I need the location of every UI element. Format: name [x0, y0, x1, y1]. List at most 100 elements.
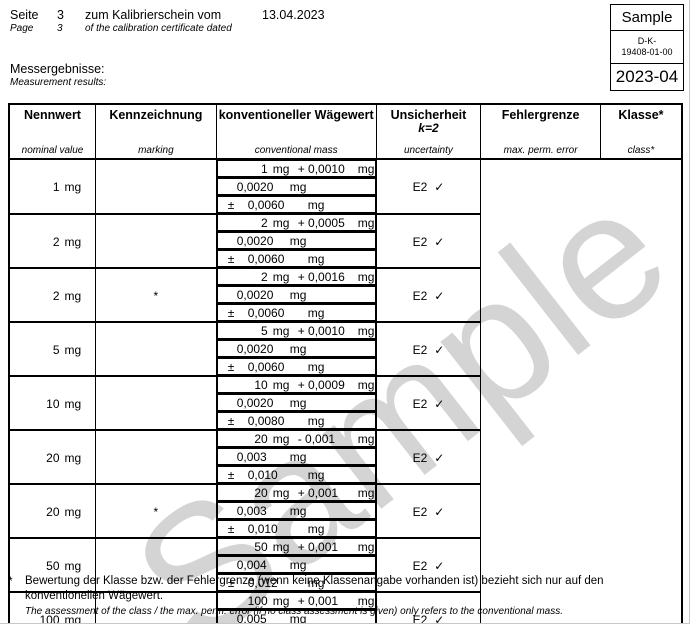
- mass-nominal-number: 20: [254, 486, 268, 500]
- section-title-en: Measurement results:: [10, 77, 107, 88]
- mass-deviation-unit: mg: [357, 162, 375, 176]
- nominal-number: 1: [52, 180, 60, 194]
- table-row: 5 mg 5 mg + 0,0010 mg 0,0020 mg ±0,0060 mg E2 ✓: [8, 321, 682, 377]
- table-row: 2 mg 2 mg + 0,0005 mg 0,0020 mg ±0,0060 mg E2 ✓: [8, 213, 682, 269]
- mass-nominal-unit: mg: [272, 486, 290, 500]
- conventional-mass-cell: 2 mg + 0,0005 mg: [216, 214, 376, 232]
- max-perm-error-cell: ±0,0080 mg: [216, 412, 376, 430]
- nominal-value-cell: 10 mg: [8, 375, 96, 431]
- uncertainty-cell: 0,0020 mg: [216, 178, 376, 196]
- mass-deviation-unit: mg: [357, 378, 375, 392]
- uncertainty-unit: mg: [289, 288, 307, 302]
- uncertainty-value: 0,0020: [236, 288, 274, 302]
- nominal-unit: mg: [64, 558, 82, 573]
- class-cell: E2 ✓: [375, 158, 482, 215]
- uncertainty-value: 0,003: [236, 450, 267, 464]
- max-perm-error-cell: ±0,0060 mg: [216, 196, 376, 214]
- uncertainty-value: 0,0020: [236, 396, 274, 410]
- max-perm-error-unit: mg: [307, 198, 325, 212]
- nominal-value-cell: 2 mg: [8, 267, 96, 323]
- nominal-number: 2: [52, 288, 60, 303]
- max-perm-error-cell: ±0,0060 mg: [216, 358, 376, 376]
- col-header-uncertainty-k2: k=2: [418, 121, 439, 135]
- class-cell: E2 ✓: [375, 429, 482, 485]
- mass-deviation-value: - 0,001: [297, 432, 336, 446]
- table-row: 50 mg 50 mg + 0,001 mg 0,004 mg ±0,012 mg E2 ✓: [8, 537, 682, 593]
- uncertainty-value: 0,003: [236, 504, 267, 518]
- max-perm-error-value: 0,0080: [247, 414, 285, 428]
- nominal-unit: mg: [64, 450, 82, 465]
- max-perm-error-unit: mg: [307, 468, 325, 482]
- nominal-number: 20: [46, 504, 60, 519]
- max-perm-error-value: 0,010: [247, 468, 278, 482]
- max-perm-error-cell: ±0,0060 mg: [216, 250, 376, 268]
- class-cell: E2 ✓: [375, 375, 482, 431]
- checkmark-icon: ✓: [434, 504, 445, 519]
- nominal-number: 50: [46, 558, 60, 573]
- footnote: * Bewertung der Klasse bzw. der Fehlergr…: [8, 574, 678, 618]
- mass-nominal-unit: mg: [272, 216, 290, 230]
- plus-minus-sign: ±: [227, 306, 235, 320]
- table-row: 2 mg * 2 mg + 0,0016 mg 0,0020 mg ±0,0060 mg E2 ✓: [8, 267, 682, 323]
- footnote-de: Bewertung der Klasse bzw. der Fehlergren…: [25, 575, 604, 602]
- col-header-marking-de: Kennzeichnung: [109, 108, 203, 122]
- mass-nominal-unit: mg: [272, 594, 290, 608]
- uncertainty-cell: 0,0020 mg: [216, 394, 376, 412]
- nominal-value-cell: 20 mg: [8, 429, 96, 485]
- class-label: E2: [412, 234, 428, 249]
- certificate-id-line2: 19408-01-00: [621, 47, 673, 57]
- max-perm-error-unit: mg: [307, 306, 325, 320]
- mass-nominal-number: 50: [254, 540, 268, 554]
- mass-deviation-value: + 0,0005: [297, 216, 345, 230]
- certificate-title-de: zum Kalibrierschein vom: [85, 8, 222, 22]
- col-header-uncertainty-en: uncertainty: [403, 145, 453, 156]
- page-label-en: Page: [10, 23, 34, 34]
- nominal-unit: mg: [64, 342, 82, 357]
- uncertainty-unit: mg: [289, 558, 307, 572]
- nominal-unit: mg: [64, 180, 82, 194]
- class-label: E2: [412, 450, 428, 465]
- mass-nominal-number: 100: [247, 594, 268, 608]
- max-perm-error-cell: ±0,0060 mg: [216, 304, 376, 322]
- checkmark-icon: ✓: [434, 234, 445, 249]
- table-header-row: Nennwert nominal value Kennzeichnung mar…: [8, 103, 683, 160]
- uncertainty-cell: 0,0020 mg: [216, 232, 376, 250]
- mass-nominal-number: 1: [261, 162, 268, 176]
- results-table-body: 1 mg 1 mg + 0,0010 mg 0,0020 mg ±0,0060 mg E2 ✓ 2 mg 2…: [8, 158, 682, 624]
- nominal-unit: mg: [64, 288, 82, 303]
- uncertainty-value: 0,0020: [236, 342, 274, 356]
- footnote-asterisk: *: [8, 574, 13, 588]
- marking-cell: [95, 213, 217, 269]
- mass-deviation-unit: mg: [357, 324, 375, 338]
- marking-cell: [95, 537, 217, 593]
- col-header-class-en: class*: [627, 145, 655, 156]
- max-perm-error-unit: mg: [307, 522, 325, 536]
- conventional-mass-cell: 10 mg + 0,0009 mg: [216, 376, 376, 394]
- col-header-class-de: Klasse*: [618, 108, 664, 122]
- nominal-unit: mg: [64, 396, 82, 411]
- col-header-conventional-mass-de: konventioneller Wägewert: [218, 108, 374, 122]
- plus-minus-sign: ±: [227, 468, 235, 482]
- mass-deviation-value: + 0,001: [297, 540, 339, 554]
- nominal-unit: mg: [64, 612, 82, 624]
- nominal-number: 2: [52, 234, 60, 249]
- col-header-uncertainty-de: Unsicherheit: [390, 108, 467, 122]
- table-row: 1 mg 1 mg + 0,0010 mg 0,0020 mg ±0,0060 mg E2 ✓: [8, 158, 682, 215]
- col-header-max-perm-error-en: max. perm. error: [503, 145, 578, 156]
- checkmark-icon: ✓: [434, 558, 445, 573]
- checkmark-icon: ✓: [434, 450, 445, 465]
- nominal-number: 20: [46, 450, 60, 465]
- uncertainty-unit: mg: [289, 180, 307, 194]
- class-cell: E2 ✓: [375, 483, 482, 539]
- max-perm-error-unit: mg: [307, 414, 325, 428]
- col-header-conventional-mass: konventioneller Wägewert conventional ma…: [215, 103, 377, 160]
- max-perm-error-cell: ±0,012 mg: [216, 574, 376, 592]
- mass-deviation-value: + 0,001: [297, 594, 339, 608]
- mass-deviation-value: + 0,001: [297, 486, 339, 500]
- class-label: E2: [412, 342, 428, 357]
- conventional-mass-cell: 20 mg + 0,001 mg: [216, 484, 376, 502]
- max-perm-error-unit: mg: [307, 360, 325, 374]
- uncertainty-unit: mg: [289, 342, 307, 356]
- mass-deviation-unit: mg: [357, 594, 375, 608]
